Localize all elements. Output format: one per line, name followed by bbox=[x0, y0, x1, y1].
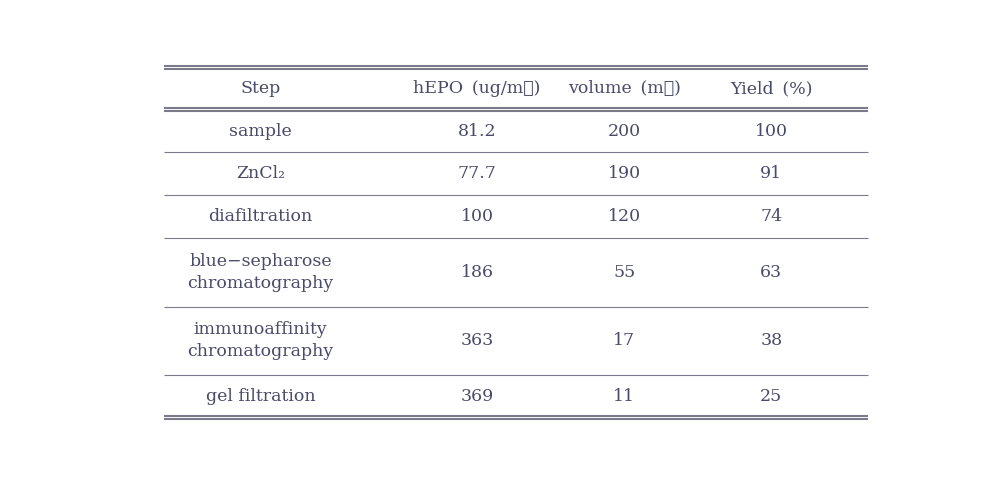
Text: 91: 91 bbox=[760, 165, 782, 182]
Text: ZnCl₂: ZnCl₂ bbox=[236, 165, 285, 182]
Text: 120: 120 bbox=[607, 208, 640, 225]
Text: 190: 190 bbox=[607, 165, 640, 182]
Text: 100: 100 bbox=[461, 208, 494, 225]
Text: 74: 74 bbox=[760, 208, 782, 225]
Text: 11: 11 bbox=[613, 388, 635, 405]
Text: gel filtration: gel filtration bbox=[206, 388, 315, 405]
Text: 63: 63 bbox=[760, 264, 782, 281]
Text: immunoaffinity
chromatography: immunoaffinity chromatography bbox=[187, 321, 334, 361]
Text: volume (mℓ): volume (mℓ) bbox=[567, 80, 680, 97]
Text: sample: sample bbox=[229, 122, 292, 140]
Text: 363: 363 bbox=[461, 332, 494, 349]
Text: hEPO (ug/mℓ): hEPO (ug/mℓ) bbox=[414, 80, 540, 97]
Text: 81.2: 81.2 bbox=[458, 122, 497, 140]
Text: 17: 17 bbox=[613, 332, 635, 349]
Text: blue−sepharose
chromatography: blue−sepharose chromatography bbox=[187, 253, 334, 292]
Text: diafiltration: diafiltration bbox=[208, 208, 313, 225]
Text: Step: Step bbox=[240, 80, 281, 97]
Text: 186: 186 bbox=[461, 264, 494, 281]
Text: 38: 38 bbox=[760, 332, 782, 349]
Text: 25: 25 bbox=[760, 388, 782, 405]
Text: 369: 369 bbox=[461, 388, 494, 405]
Text: Yield (%): Yield (%) bbox=[730, 80, 812, 97]
Text: 200: 200 bbox=[607, 122, 640, 140]
Text: 100: 100 bbox=[755, 122, 788, 140]
Text: 55: 55 bbox=[613, 264, 635, 281]
Text: 77.7: 77.7 bbox=[458, 165, 497, 182]
